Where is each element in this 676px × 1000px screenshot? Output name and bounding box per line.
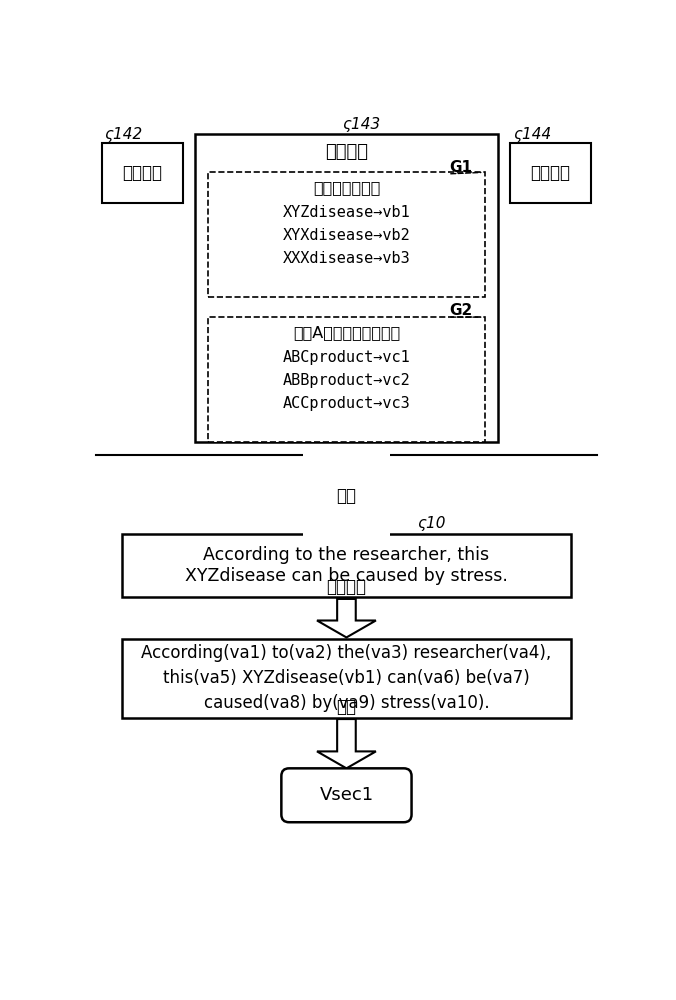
Text: ACCproduct→vc3: ACCproduct→vc3 (283, 396, 410, 411)
Text: ς10: ς10 (418, 516, 446, 531)
Text: ς142: ς142 (105, 127, 143, 142)
Bar (195, 134, 498, 442)
Text: 静态词典: 静态词典 (122, 164, 162, 182)
Text: 定义信息: 定义信息 (325, 143, 368, 161)
Text: 矢量分配: 矢量分配 (327, 578, 366, 596)
Text: ABCproduct→vc1: ABCproduct→vc1 (283, 350, 410, 365)
Text: According to the researcher, this
XYZdisease can be caused by stress.: According to the researcher, this XYZdis… (185, 546, 508, 585)
Bar (122, 534, 571, 597)
Bar (208, 172, 485, 297)
Bar (122, 639, 571, 718)
Text: 比较: 比较 (337, 487, 356, 505)
Text: 公司A的产品的固有名词: 公司A的产品的固有名词 (293, 325, 400, 340)
Text: 累计: 累计 (337, 698, 356, 716)
Text: G1: G1 (450, 160, 473, 175)
Text: XYZdisease→vb1: XYZdisease→vb1 (283, 205, 410, 220)
FancyBboxPatch shape (281, 768, 412, 822)
Text: ABBproduct→vc2: ABBproduct→vc2 (283, 373, 410, 388)
Polygon shape (312, 496, 381, 523)
Text: 疾病的固有名词: 疾病的固有名词 (313, 180, 380, 195)
Bar (101, 143, 183, 203)
Polygon shape (317, 719, 376, 768)
Text: 动态词典: 动态词典 (531, 164, 571, 182)
Bar (510, 143, 592, 203)
Text: According(va1) to(va2) the(va3) researcher(va4),
this(va5) XYZdisease(vb1) can(v: According(va1) to(va2) the(va3) research… (141, 644, 552, 712)
Text: G2: G2 (450, 303, 473, 318)
Text: XYXdisease→vb2: XYXdisease→vb2 (283, 228, 410, 243)
Text: XXXdisease→vb3: XXXdisease→vb3 (283, 251, 410, 266)
Polygon shape (312, 469, 381, 496)
Bar (208, 317, 485, 442)
Text: Vsec1: Vsec1 (319, 786, 374, 804)
Text: ς144: ς144 (513, 127, 552, 142)
Polygon shape (317, 599, 376, 637)
Text: ς143: ς143 (343, 117, 381, 132)
